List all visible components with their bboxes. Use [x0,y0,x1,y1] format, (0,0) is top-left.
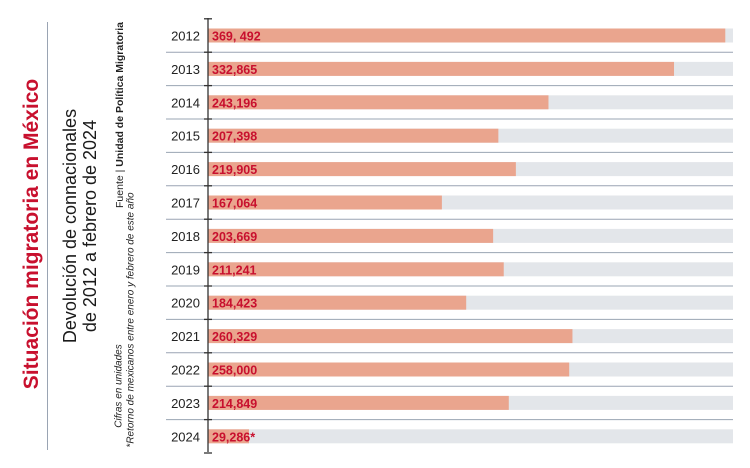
value-label: 214,849 [212,397,257,411]
bar-track [208,429,733,444]
value-label: 369, 492 [212,30,261,44]
year-label: 2014 [171,95,200,110]
year-label: 2024 [171,429,200,444]
bar-2020 [208,295,467,310]
value-label: 211,241 [212,263,257,277]
bar-2013 [208,61,675,76]
value-label: 219,905 [212,163,257,177]
bar-2023 [208,395,509,410]
value-label: 260,329 [212,330,257,344]
year-label: 2019 [171,262,200,277]
year-label: 2016 [171,162,200,177]
bar-2022 [208,362,570,377]
value-label: 184,423 [212,297,257,311]
bar-2018 [208,228,494,243]
value-label: 243,196 [212,96,257,110]
title-divider [47,22,48,450]
year-label: 2017 [171,196,200,211]
bar-2015 [208,128,499,143]
value-label: 167,064 [212,197,257,211]
year-label: 2023 [171,396,200,411]
bar-2012 [208,28,726,43]
bar-2017 [208,195,442,210]
bar-2014 [208,95,549,110]
value-label: 207,398 [212,130,257,144]
value-label: 258,000 [212,364,257,378]
year-label: 2013 [171,62,200,77]
bar-2019 [208,262,504,277]
bar-2021 [208,329,573,344]
year-label: 2021 [171,329,200,344]
year-label: 2020 [171,296,200,311]
value-label: 203,669 [212,230,257,244]
value-label: 332,865 [212,63,257,77]
year-label: 2018 [171,229,200,244]
year-label: 2022 [171,363,200,378]
year-label: 2015 [171,129,200,144]
bar-2016 [208,162,516,177]
value-label: 29,286* [212,430,255,444]
bar-2024 [208,429,250,444]
year-label: 2012 [171,29,200,44]
